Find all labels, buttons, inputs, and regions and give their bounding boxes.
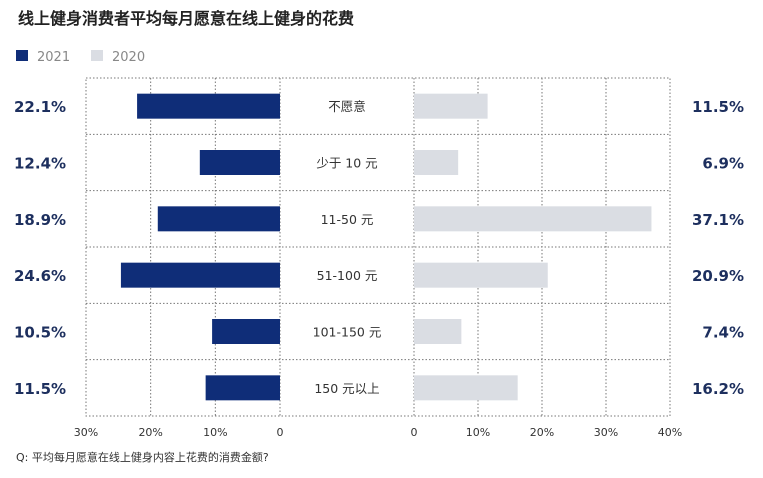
value-label-2021: 11.5% — [14, 380, 66, 398]
bar-2021 — [212, 319, 280, 344]
category-label: 不愿意 — [328, 99, 366, 114]
axis-tick-right: 0 — [411, 426, 418, 439]
bar-2020 — [414, 262, 548, 288]
category-label: 101-150 元 — [313, 325, 382, 340]
chart-title: 线上健身消费者平均每月愿意在线上健身的花费 — [18, 9, 354, 28]
axis-tick-right: 40% — [658, 426, 682, 439]
axis-tick-left: 30% — [74, 426, 98, 439]
bar-2020 — [414, 150, 459, 175]
grid-border — [85, 77, 671, 417]
bar-2020 — [414, 319, 462, 344]
value-label-2021: 24.6% — [14, 267, 66, 285]
legend-label: 2021 — [37, 50, 70, 65]
bar-2021 — [137, 93, 280, 119]
value-label-2020: 7.4% — [702, 324, 744, 342]
value-label-2020: 11.5% — [692, 98, 744, 116]
axis-tick-right: 10% — [466, 426, 490, 439]
bar-2020 — [414, 206, 652, 232]
value-label-2021: 18.9% — [14, 211, 66, 229]
value-label-2020: 16.2% — [692, 380, 744, 398]
axis-tick-left: 10% — [203, 426, 227, 439]
axis-tick-left: 20% — [138, 426, 162, 439]
bar-2020 — [414, 93, 488, 119]
axis-tick-right: 20% — [530, 426, 554, 439]
bar-2021 — [205, 375, 280, 401]
category-label: 51-100 元 — [317, 268, 378, 283]
axis-tick-right: 30% — [594, 426, 618, 439]
value-label-2020: 20.9% — [692, 267, 744, 285]
bar-2020 — [414, 375, 518, 401]
value-label-2020: 37.1% — [692, 211, 744, 229]
axis-tick-left: 0 — [277, 426, 284, 439]
footnote: Q: 平均每月愿意在线上健身内容上花费的消费金额? — [16, 450, 269, 464]
legend-swatch — [16, 50, 28, 61]
legend-swatch — [91, 50, 103, 61]
bar-2021 — [120, 262, 280, 288]
value-label-2020: 6.9% — [702, 155, 744, 173]
value-label-2021: 22.1% — [14, 98, 66, 116]
category-label: 150 元以上 — [314, 381, 379, 396]
bar-2021 — [157, 206, 280, 232]
category-label: 少于 10 元 — [316, 156, 377, 171]
value-label-2021: 12.4% — [14, 155, 66, 173]
legend-label: 2020 — [112, 50, 145, 65]
value-label-2021: 10.5% — [14, 324, 66, 342]
bar-2021 — [199, 150, 280, 175]
category-label: 11-50 元 — [321, 212, 374, 227]
